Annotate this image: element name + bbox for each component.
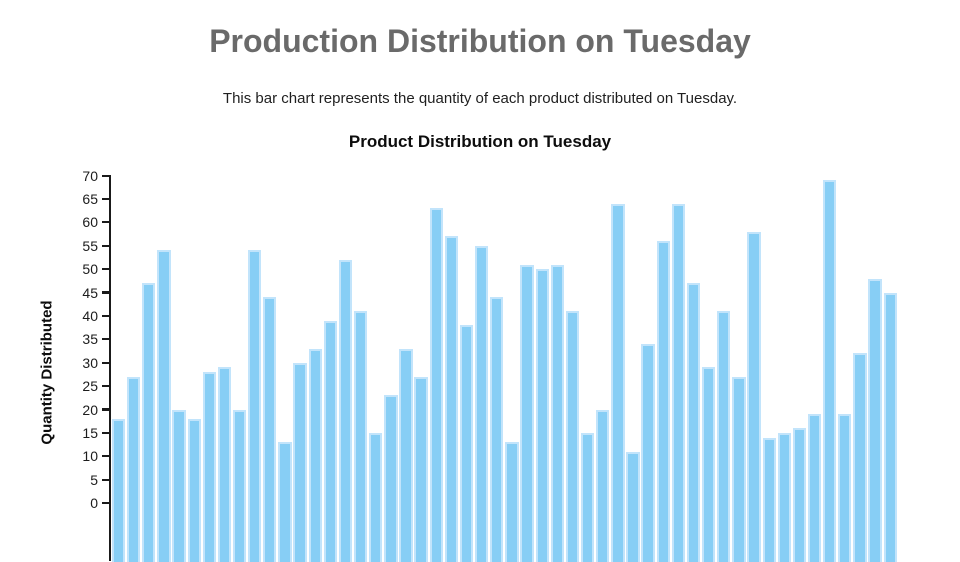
y-tick-label: 5 (56, 471, 98, 489)
y-tick-label: 15 (56, 424, 98, 442)
y-tick-label: 10 (56, 447, 98, 465)
bar (868, 279, 881, 562)
bar (808, 414, 821, 562)
bar (142, 283, 155, 562)
bar (641, 344, 654, 562)
page: { "page": { "title": "Production Distrib… (0, 0, 960, 500)
y-tick-label: 60 (56, 213, 98, 231)
bar (611, 204, 624, 562)
bar (399, 349, 412, 562)
bar (581, 433, 594, 562)
bar (384, 395, 397, 562)
bar (369, 433, 382, 562)
bar (233, 410, 246, 562)
y-tick-label: 70 (56, 167, 98, 185)
bar (505, 442, 518, 562)
bar (430, 208, 443, 562)
bar (793, 428, 806, 562)
y-tick-mark (102, 245, 110, 247)
y-tick-mark (102, 502, 110, 504)
bar (596, 410, 609, 562)
bar (354, 311, 367, 562)
bar (445, 236, 458, 562)
bar (747, 232, 760, 562)
y-tick-label: 30 (56, 354, 98, 372)
y-tick-mark (102, 479, 110, 481)
bar (278, 442, 291, 562)
y-tick-mark (102, 175, 110, 177)
bar (475, 246, 488, 562)
bar (339, 260, 352, 562)
bar (672, 204, 685, 562)
bar (293, 363, 306, 562)
bar (702, 367, 715, 562)
bar (460, 325, 473, 562)
bar (853, 353, 866, 562)
y-tick-mark (102, 315, 110, 317)
bar (324, 321, 337, 562)
bar (490, 297, 503, 562)
y-tick-mark (102, 221, 110, 223)
chart-title: Product Distribution on Tuesday (0, 131, 960, 153)
bar (520, 265, 533, 562)
bar (172, 410, 185, 562)
bar (414, 377, 427, 562)
bar (127, 377, 140, 562)
y-tick-mark (102, 432, 110, 434)
y-tick-mark (102, 338, 110, 340)
y-tick-label: 55 (56, 237, 98, 255)
bar (626, 452, 639, 562)
y-tick-label: 25 (56, 377, 98, 395)
y-tick-label: 50 (56, 260, 98, 278)
bar (263, 297, 276, 562)
y-tick-mark (102, 362, 110, 364)
bar (203, 372, 216, 562)
bar (778, 433, 791, 562)
bar (157, 250, 170, 562)
bar (717, 311, 730, 562)
y-tick-label: 0 (56, 494, 98, 512)
bar (551, 265, 564, 562)
bar (248, 250, 261, 562)
bar (188, 419, 201, 562)
y-tick-mark (102, 268, 110, 270)
y-tick-mark (102, 198, 110, 200)
y-axis-title: Quantity Distributed (39, 258, 56, 488)
bar (884, 293, 897, 562)
y-tick-mark (102, 291, 110, 293)
bar (657, 241, 670, 562)
bar (566, 311, 579, 562)
y-tick-mark (102, 408, 110, 410)
y-tick-label: 20 (56, 401, 98, 419)
y-tick-label: 35 (56, 330, 98, 348)
bar (687, 283, 700, 562)
y-tick-mark (102, 385, 110, 387)
bar (838, 414, 851, 562)
bar (823, 180, 836, 562)
bar (309, 349, 322, 562)
y-tick-label: 65 (56, 190, 98, 208)
bar (536, 269, 549, 562)
bar (112, 419, 125, 562)
bar (732, 377, 745, 562)
bar (218, 367, 231, 562)
y-tick-label: 45 (56, 284, 98, 302)
y-tick-mark (102, 455, 110, 457)
y-tick-label: 40 (56, 307, 98, 325)
